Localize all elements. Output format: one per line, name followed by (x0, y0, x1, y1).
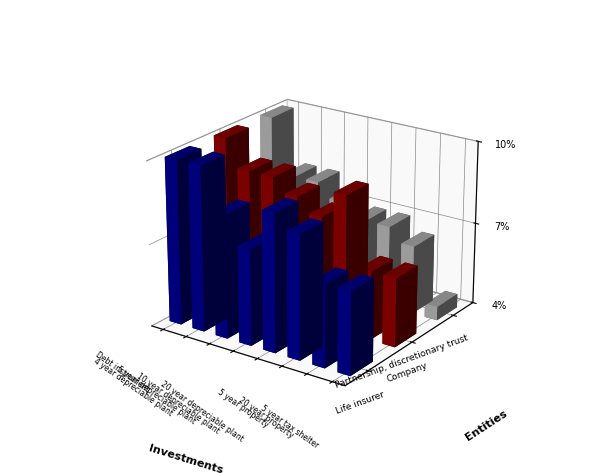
X-axis label: Investments: Investments (147, 443, 224, 473)
Y-axis label: Entities: Entities (464, 408, 509, 442)
